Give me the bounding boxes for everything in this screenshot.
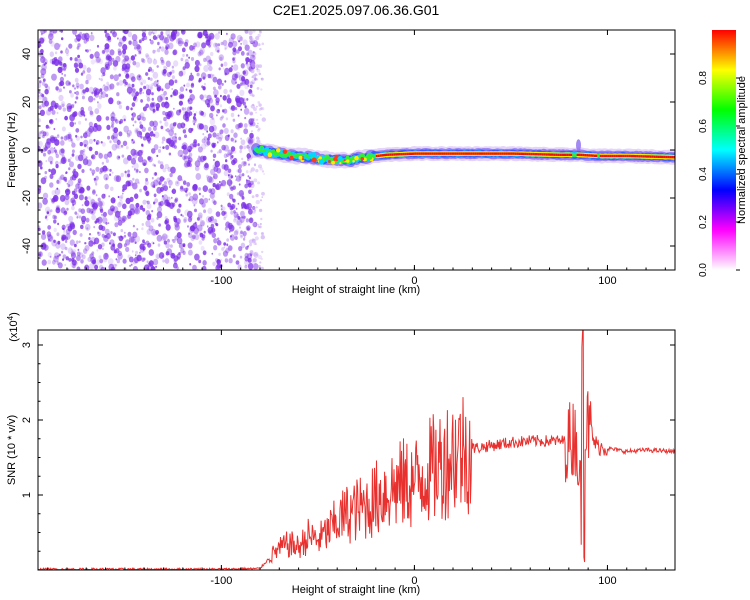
- signal-ridge: [249, 139, 675, 169]
- noise-region: [38, 30, 266, 270]
- svg-text:(x104): (x104): [6, 312, 20, 342]
- colorbar-tick-label-0: 0.0: [698, 263, 709, 277]
- colorbar: 0.0 0.2 0.4 0.6 0.8 Normalized spectral ampl…: [698, 30, 748, 277]
- figure-title: C2E1.2025.097.06.36.G01: [273, 2, 440, 18]
- snr-xtick-label-1: 0: [411, 575, 417, 587]
- spectrogram-y-label: Frequency (Hz): [6, 112, 18, 188]
- colorbar-tick-label-1: 0.2: [698, 215, 709, 229]
- spectrogram-ytick-label-2: 0: [21, 147, 33, 153]
- colorbar-tick-label-2: 0.4: [698, 167, 709, 181]
- spectrogram-panel: -100 0 100 -40 -20 0 20 40 Height of straight …: [6, 29, 676, 296]
- colorbar-label: Normalized spectral amplitude: [736, 76, 748, 224]
- colorbar-ticks: 0.0 0.2 0.4 0.6 0.8: [698, 71, 740, 277]
- spectrogram-xtick-label-1: 0: [411, 275, 417, 287]
- snr-y-label: SNR (10 * v/v): [6, 415, 18, 485]
- snr-plot-area: [38, 330, 675, 570]
- colorbar-tick-label-4: 0.8: [698, 71, 709, 85]
- spectrogram-y-ticks: -40 -20 0 20 40: [21, 29, 675, 271]
- spectrogram-ytick-label-0: -40: [21, 238, 33, 254]
- snr-y-ticks: 1 2 3: [21, 342, 675, 552]
- snr-xtick-label-2: 100: [598, 575, 616, 587]
- snr-scale-label: (x104): [6, 312, 20, 342]
- snr-ytick-label-2: 3: [21, 342, 33, 348]
- snr-scale-prefix: (x10: [8, 320, 20, 341]
- snr-panel: -100 0 100 1 2 3 Height of straight line (km…: [6, 312, 676, 596]
- snr-ytick-label-0: 1: [21, 492, 33, 498]
- colorbar-gradient: [712, 30, 736, 270]
- ridge-spike: [576, 139, 581, 152]
- snr-ytick-label-1: 2: [21, 417, 33, 423]
- spectrogram-ytick-label-4: 40: [21, 48, 33, 60]
- spectrogram-x-label: Height of straight line (km): [292, 284, 420, 296]
- spectrogram-ytick-label-1: -20: [21, 190, 33, 206]
- spectrogram-xtick-label-0: -100: [210, 275, 232, 287]
- snr-scale-exp: 4: [6, 315, 15, 320]
- spectrogram-xtick-label-2: 100: [598, 275, 616, 287]
- spectrogram-marks: [38, 30, 675, 270]
- snr-x-label: Height of straight line (km): [292, 584, 420, 596]
- colorbar-tick-label-3: 0.6: [698, 119, 709, 133]
- spectrogram-x-ticks: -100 0 100: [47, 30, 666, 287]
- spectrogram-ytick-label-3: 20: [21, 96, 33, 108]
- snr-x-ticks: -100 0 100: [47, 330, 666, 587]
- snr-xtick-label-0: -100: [210, 575, 232, 587]
